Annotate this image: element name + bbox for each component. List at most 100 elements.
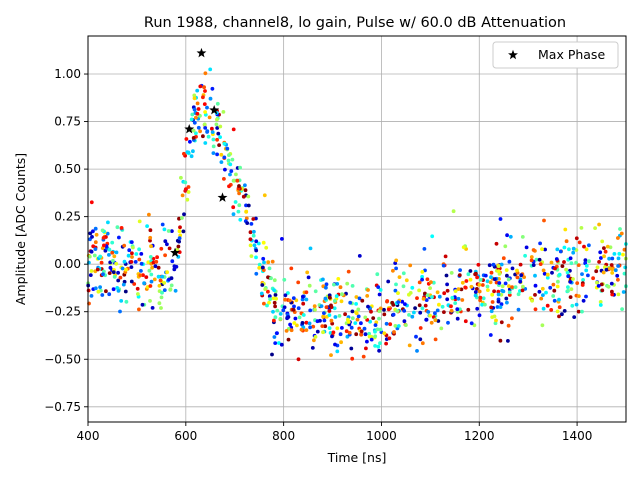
trace-point — [116, 270, 120, 275]
trace-point — [603, 249, 608, 254]
trace-point — [458, 268, 462, 272]
trace-point — [221, 110, 226, 114]
trace-point — [426, 310, 431, 314]
trace-point — [150, 265, 155, 270]
trace-point — [618, 227, 622, 231]
trace-point — [202, 85, 207, 90]
trace-point — [542, 218, 546, 223]
trace-point — [230, 157, 235, 162]
trace-point — [270, 352, 274, 357]
trace-point — [259, 291, 264, 296]
trace-point — [254, 239, 259, 244]
trace-point — [321, 330, 325, 335]
trace-point — [111, 258, 115, 263]
trace-point — [435, 290, 440, 295]
trace-point — [418, 326, 423, 330]
trace-point — [396, 324, 401, 328]
trace-point — [609, 281, 614, 286]
trace-point — [119, 299, 124, 303]
trace-point — [176, 244, 181, 249]
trace-point — [598, 250, 603, 255]
trace-point — [296, 357, 301, 362]
trace-point — [273, 304, 277, 309]
trace-point — [327, 326, 332, 330]
trace-point — [313, 307, 317, 312]
trace-point — [271, 309, 275, 314]
trace-point — [191, 136, 196, 140]
trace-point — [195, 101, 200, 106]
trace-point — [455, 307, 460, 312]
trace-point — [329, 353, 333, 357]
trace-point — [451, 209, 456, 214]
trace-point — [254, 248, 259, 253]
trace-point — [124, 267, 128, 272]
trace-point — [321, 314, 325, 319]
trace-point — [566, 285, 570, 289]
trace-point — [446, 320, 450, 325]
trace-point — [231, 205, 236, 210]
trace-point — [494, 318, 498, 323]
trace-point — [376, 344, 381, 349]
trace-point — [196, 107, 201, 111]
trace-point — [158, 278, 163, 283]
trace-point — [231, 127, 236, 132]
trace-point — [602, 254, 606, 259]
trace-point — [515, 275, 520, 280]
trace-point — [612, 252, 617, 256]
trace-point — [93, 240, 98, 245]
y-tick-label: 0.75 — [54, 115, 81, 129]
trace-point — [568, 256, 573, 261]
trace-point — [356, 307, 361, 312]
trace-point — [183, 180, 188, 185]
trace-point — [444, 273, 449, 278]
trace-point — [425, 277, 430, 282]
trace-point — [418, 310, 423, 315]
trace-point — [485, 279, 490, 284]
trace-point — [307, 283, 312, 288]
trace-point — [273, 293, 278, 297]
trace-point — [610, 289, 614, 294]
trace-point — [488, 333, 493, 337]
x-tick-label: 400 — [77, 429, 100, 443]
trace-point — [396, 291, 400, 295]
trace-point — [605, 244, 610, 249]
trace-point — [456, 296, 461, 301]
trace-point — [580, 309, 584, 314]
trace-point — [205, 105, 209, 110]
legend-star-icon — [508, 49, 518, 60]
trace-point — [238, 217, 243, 222]
trace-point — [123, 289, 128, 294]
trace-point — [540, 286, 545, 291]
trace-point — [178, 225, 182, 230]
trace-point — [89, 294, 94, 298]
trace-point — [469, 284, 474, 289]
trace-point — [393, 324, 398, 328]
trace-point — [329, 318, 334, 323]
trace-point — [576, 309, 581, 314]
trace-point — [556, 279, 560, 284]
trace-point — [463, 319, 468, 324]
trace-point — [480, 283, 485, 287]
trace-point — [395, 309, 400, 313]
trace-point — [237, 184, 241, 188]
trace-point — [393, 288, 398, 293]
trace-point — [233, 200, 238, 204]
trace-point — [179, 175, 183, 180]
trace-point — [545, 275, 550, 280]
trace-point — [235, 178, 240, 183]
trace-point — [565, 270, 570, 275]
trace-point — [477, 289, 482, 294]
trace-point — [257, 266, 262, 270]
trace-point — [267, 266, 272, 271]
trace-point — [312, 304, 317, 309]
trace-point — [581, 298, 586, 303]
trace-point — [100, 293, 105, 297]
trace-point — [207, 115, 212, 120]
trace-point — [269, 276, 273, 281]
trace-point — [289, 328, 294, 333]
trace-point — [313, 289, 318, 294]
trace-point — [597, 260, 601, 264]
trace-point — [581, 278, 585, 282]
trace-point — [520, 288, 525, 293]
trace-point — [496, 264, 501, 269]
